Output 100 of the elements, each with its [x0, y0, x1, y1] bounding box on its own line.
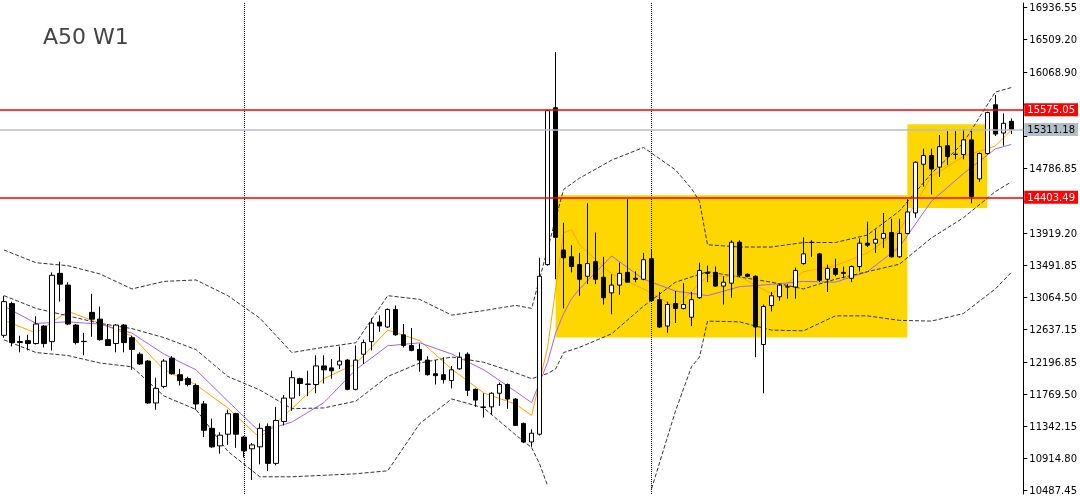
candlestick [801, 236, 806, 266]
candlestick [545, 109, 550, 267]
candlestick [65, 281, 71, 326]
candlestick [257, 422, 263, 465]
candlestick [337, 345, 342, 370]
candlestick [625, 198, 630, 283]
candlestick [369, 317, 374, 351]
candlestick [793, 267, 798, 300]
candlestick [529, 428, 534, 448]
candlestick [33, 315, 39, 346]
candlestick [81, 332, 87, 356]
candlestick [689, 291, 694, 327]
candlestick [921, 148, 926, 188]
candlestick [209, 418, 215, 449]
y-tick-label: 13491.85 [1029, 260, 1077, 272]
candlestick [233, 412, 239, 449]
candlestick [873, 229, 878, 254]
candlestick [425, 355, 430, 377]
candlestick [433, 359, 438, 385]
candlestick [401, 323, 406, 348]
candlestick [121, 323, 127, 353]
text: A50 W1 [43, 23, 129, 49]
line-series [3, 87, 1012, 354]
candlestick [217, 431, 223, 455]
candlestick [97, 306, 103, 342]
line-series [651, 271, 1012, 490]
candlestick [601, 256, 606, 306]
candlestick [929, 148, 934, 195]
candlestick [913, 160, 918, 219]
candlestick [881, 212, 886, 249]
candlestick [761, 304, 766, 394]
candlestick [457, 351, 462, 371]
candlestick [697, 262, 702, 300]
candlestick [393, 305, 398, 337]
candlestick [465, 351, 470, 397]
candlestick [473, 387, 478, 408]
candlestick [721, 275, 726, 306]
candlestick [985, 111, 990, 155]
y-tick-label: 12196.85 [1029, 357, 1077, 368]
candlestick [313, 354, 319, 394]
candlestick [169, 355, 175, 376]
candlestick [953, 130, 958, 160]
candlestick [73, 323, 79, 346]
candlestick [265, 422, 271, 472]
candlestick [281, 394, 287, 426]
candlestick [321, 354, 327, 385]
candlestick [777, 283, 782, 302]
candlestick [25, 334, 31, 351]
ref-line-label: 14403.49 [1027, 191, 1075, 203]
candlestick [49, 271, 55, 351]
candlestick [705, 265, 710, 283]
candlestick [977, 152, 982, 183]
candlestick [1, 295, 7, 339]
y-tick-label: 16068.90 [1029, 67, 1077, 79]
candlestick [849, 265, 854, 283]
candlestick [113, 323, 119, 353]
candlestick [361, 339, 366, 365]
candlestick [641, 252, 646, 281]
candlestick [129, 335, 135, 371]
candlestick [513, 397, 518, 427]
candlestick [1009, 117, 1014, 135]
candlestick [817, 252, 822, 283]
candlestick [377, 314, 382, 333]
y-tick-label: 11342.15 [1029, 420, 1077, 432]
candlestick [505, 383, 510, 410]
candlestick [9, 301, 15, 347]
candlestick [289, 370, 295, 412]
candlestick [137, 351, 143, 366]
candlestick [657, 291, 662, 329]
candlestick [737, 239, 742, 278]
y-tick-label: 14786.85 [1029, 163, 1077, 175]
y-tick-label: 10487.45 [1029, 484, 1077, 496]
candlestick [729, 239, 734, 299]
candlestick [297, 377, 303, 397]
candlestick [841, 266, 846, 279]
candlestick [617, 262, 622, 296]
y-tick-label: 11769.50 [1029, 388, 1077, 400]
candlestick [833, 258, 838, 277]
candlestick [345, 358, 350, 391]
y-tick-label: 12637.15 [1029, 324, 1077, 336]
candlestick [785, 283, 790, 300]
candlestick [969, 128, 974, 204]
candlestick [537, 257, 542, 437]
candlestick [193, 383, 199, 411]
candlestick [353, 345, 358, 391]
candlestick [153, 377, 159, 411]
candlestick [889, 218, 894, 258]
candlestick [409, 327, 414, 352]
candlestick [17, 335, 23, 353]
candlestick [553, 51, 558, 280]
candlestick [385, 307, 390, 329]
candlestick [481, 392, 486, 419]
candlestick [937, 134, 942, 178]
candlestick [521, 421, 526, 444]
y-tick-label: 16509.20 [1029, 34, 1077, 46]
candlestick [585, 202, 590, 285]
candlestick [961, 128, 966, 160]
candlestick [945, 130, 950, 166]
candlestick [865, 221, 870, 248]
y-tick-label: 10914.80 [1029, 452, 1077, 464]
